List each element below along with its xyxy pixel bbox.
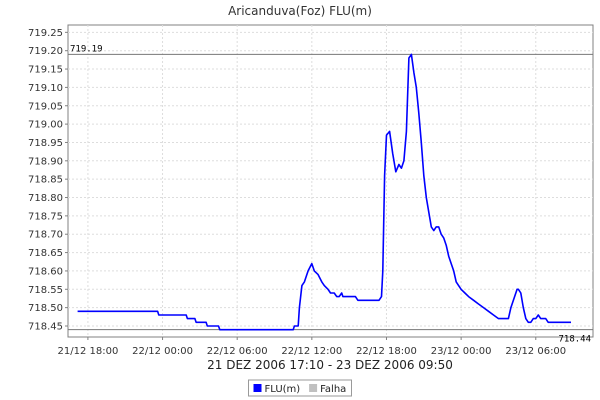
y-tick-label: 719.15	[28, 65, 63, 76]
y-tick-label: 718.80	[28, 193, 63, 204]
grid	[68, 25, 593, 337]
legend-box	[248, 379, 352, 397]
y-tick-label: 719.00	[28, 120, 63, 131]
y-tick-label: 718.95	[28, 138, 63, 149]
y-axis: 718.45 718.50 718.55 718.60 718.65 718.70 718.…	[28, 28, 68, 332]
reference-label: 719.19	[70, 44, 103, 54]
y-tick-label: 718.90	[28, 156, 63, 167]
chart-title: Aricanduva(Foz) FLU(m)	[228, 4, 372, 18]
y-tick-label: 718.60	[28, 266, 63, 277]
x-axis: 21/12 18:00 22/12 00:00 22/12 06:00 22/12 1…	[57, 337, 566, 357]
legend: FLU(m) Falha	[248, 379, 352, 397]
x-tick-label: 23/12 06:00	[505, 346, 566, 357]
series-layer	[77, 53, 571, 331]
x-tick-label: 22/12 00:00	[132, 346, 193, 357]
series-line	[77, 53, 571, 331]
plot-area	[67, 24, 594, 338]
plot-border	[67, 24, 594, 338]
x-tick-label: 22/12 12:00	[281, 346, 342, 357]
y-tick-label: 718.55	[28, 285, 63, 296]
x-tick-label: 22/12 06:00	[207, 346, 268, 357]
y-tick-label: 718.50	[28, 303, 63, 314]
y-tick-label: 718.70	[28, 230, 63, 241]
reference-label: 718.44	[558, 335, 591, 345]
y-tick-label: 719.25	[28, 28, 63, 39]
legend-label: FLU(m)	[265, 384, 301, 395]
y-tick-label: 718.75	[28, 211, 63, 222]
x-tick-label: 21/12 18:00	[57, 346, 118, 357]
y-tick-label: 718.45	[28, 321, 63, 332]
chart-subtitle: 21 DEZ 2006 17:10 - 23 DEZ 2006 09:50	[207, 358, 453, 372]
legend-swatch	[309, 384, 318, 392]
x-tick-label: 22/12 18:00	[356, 346, 417, 357]
annotations: 719.19 718.44	[68, 44, 593, 345]
y-tick-label: 719.05	[28, 101, 63, 112]
y-tick-label: 718.85	[28, 175, 63, 186]
legend-label: Falha	[320, 384, 346, 395]
y-tick-label: 719.20	[28, 46, 63, 57]
x-tick-label: 23/12 00:00	[431, 346, 492, 357]
y-tick-label: 719.10	[28, 83, 63, 94]
legend-swatch	[253, 384, 262, 392]
y-tick-label: 718.65	[28, 248, 63, 259]
